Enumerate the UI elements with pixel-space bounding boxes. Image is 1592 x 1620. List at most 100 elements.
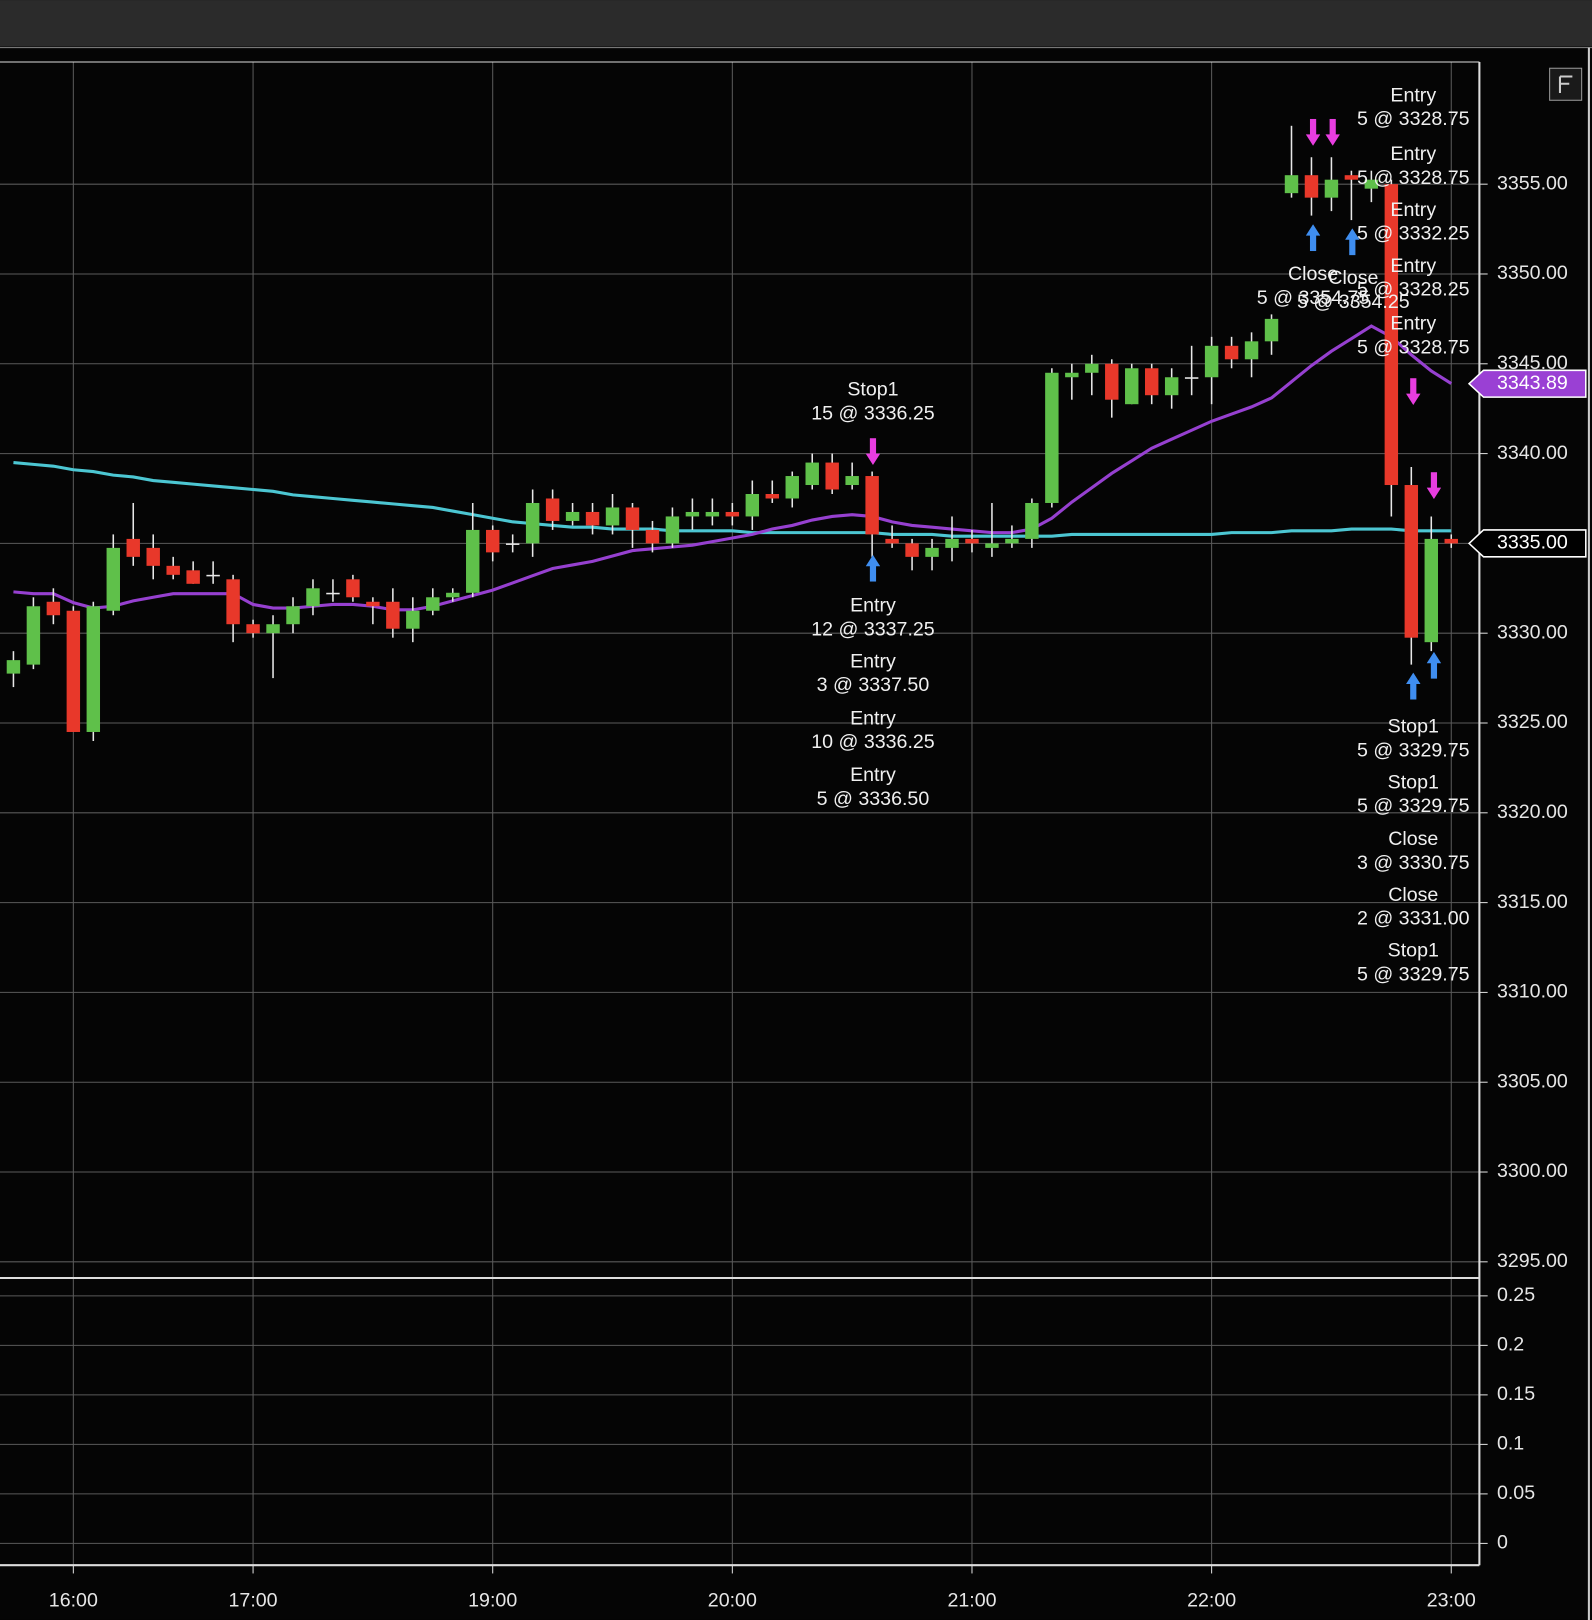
- candle-body: [446, 592, 460, 598]
- candle-body: [605, 507, 620, 526]
- y-tick-label: 3305.00: [1497, 1070, 1568, 1092]
- x-tick-label: 19:00: [468, 1590, 517, 1612]
- candle-body: [665, 516, 680, 544]
- candle-body: [705, 511, 720, 517]
- x-tick-label: 22:00: [1187, 1590, 1236, 1612]
- y-tick-label: 0.25: [1497, 1284, 1535, 1306]
- candle-body: [1404, 485, 1419, 638]
- candle-body: [765, 493, 779, 499]
- candle-body: [1204, 345, 1219, 378]
- candle-body: [965, 538, 979, 544]
- candle-body: [1085, 363, 1099, 373]
- candle-body: [625, 507, 640, 530]
- candle-body: [525, 502, 540, 544]
- trade-label: Stop1: [1388, 940, 1439, 962]
- candle-body: [505, 543, 520, 545]
- trade-label: 2 @ 3331.00: [1357, 908, 1470, 930]
- trade-label: Stop1: [847, 379, 898, 401]
- candle-body: [1125, 368, 1139, 405]
- moving-average: [13, 461, 1452, 538]
- trade-label: 15 @ 3336.25: [811, 403, 935, 425]
- trade-label: Stop1: [1388, 771, 1439, 793]
- price-tag-label: 3343.89: [1497, 372, 1568, 394]
- x-tick-label: 16:00: [49, 1590, 98, 1612]
- candle-body: [426, 597, 440, 611]
- y-tick-label: 3320.00: [1497, 801, 1568, 823]
- candle-body: [925, 547, 939, 557]
- candle-body: [1164, 377, 1179, 396]
- candle-body: [585, 511, 600, 526]
- plot: 3355.00 3350.00 3345.00 3340.00 3335.00 3330.…: [0, 62, 1568, 1612]
- y-tick-label: 3295.00: [1497, 1250, 1568, 1272]
- trade-label: 5 @ 3354.25: [1297, 291, 1410, 313]
- trade-label: 10 @ 3336.25: [811, 731, 935, 753]
- price-tag: [1467, 369, 1587, 398]
- candle-body: [306, 588, 320, 607]
- trade-label: Entry: [850, 764, 896, 786]
- candle-body: [126, 538, 140, 557]
- candle-body: [545, 498, 560, 521]
- moving-average: [13, 324, 1453, 612]
- candle-body: [1344, 175, 1359, 180]
- candle-body: [1144, 368, 1159, 396]
- trade-label: 5 @ 3328.75: [1357, 167, 1470, 189]
- candle-body: [166, 565, 180, 575]
- trade-label: 5 @ 3328.75: [1357, 336, 1470, 358]
- candle-body: [785, 476, 799, 499]
- candle-body: [905, 543, 919, 557]
- candle-body: [885, 538, 899, 544]
- trade-label: Close: [1328, 267, 1378, 289]
- y-tick-label: 0.15: [1497, 1383, 1535, 1405]
- price-tag-label: 3335.00: [1497, 532, 1568, 554]
- candle-body: [685, 511, 700, 517]
- trade-label: 12 @ 3337.25: [811, 618, 935, 640]
- y-tick-label: 0: [1497, 1532, 1508, 1554]
- trade-label: 5 @ 3329.75: [1357, 795, 1470, 817]
- candle-body: [805, 462, 819, 486]
- x-tick-label: 20:00: [708, 1590, 757, 1612]
- y-tick-label: 3345.00: [1497, 352, 1568, 374]
- candle-body: [366, 601, 380, 607]
- candle-body: [6, 660, 21, 674]
- candle-body: [246, 624, 260, 634]
- x-tick-label: 23:00: [1427, 1590, 1476, 1612]
- trade-label: Entry: [850, 650, 896, 672]
- candle-body: [326, 592, 340, 595]
- candle-body: [66, 610, 81, 732]
- trade-label: 5 @ 3328.75: [1357, 108, 1470, 130]
- y-tick-label: 0.05: [1497, 1482, 1535, 1504]
- price-tag: [1467, 529, 1587, 558]
- candle-body: [1384, 184, 1399, 486]
- candle-body: [386, 601, 400, 629]
- candle-body: [1244, 341, 1259, 360]
- candle-body: [725, 511, 740, 517]
- candle-body: [206, 574, 220, 577]
- y-tick-label: 3350.00: [1497, 262, 1568, 284]
- candle-body: [1364, 179, 1379, 189]
- trade-label: Stop1: [1388, 716, 1439, 738]
- candle-body: [266, 624, 280, 634]
- trade-label: Close: [1388, 884, 1438, 906]
- trade-label: Entry: [850, 707, 896, 729]
- candle-body: [46, 601, 61, 616]
- title-bar: [0, 0, 1592, 47]
- y-tick-label: 3325.00: [1497, 711, 1568, 733]
- trade-label: 5 @ 3332.25: [1357, 223, 1470, 245]
- candle-body: [1284, 175, 1299, 194]
- candle-body: [406, 610, 420, 629]
- candle-body: [86, 606, 101, 732]
- trade-label: 5 @ 3336.50: [817, 788, 930, 810]
- trade-label: 5 @ 3329.75: [1357, 963, 1470, 985]
- trade-label: Entry: [850, 595, 896, 617]
- candle-body: [1065, 372, 1079, 378]
- trade-label: Close: [1288, 263, 1338, 285]
- y-tick-label: 3355.00: [1497, 172, 1568, 194]
- x-tick-label: 17:00: [229, 1590, 278, 1612]
- candle-body: [1045, 372, 1059, 503]
- candle-body: [565, 511, 580, 521]
- candle-body: [865, 476, 879, 535]
- candle-body: [286, 606, 300, 625]
- y-tick-label: 3340.00: [1497, 442, 1568, 464]
- candle-body: [1264, 318, 1279, 342]
